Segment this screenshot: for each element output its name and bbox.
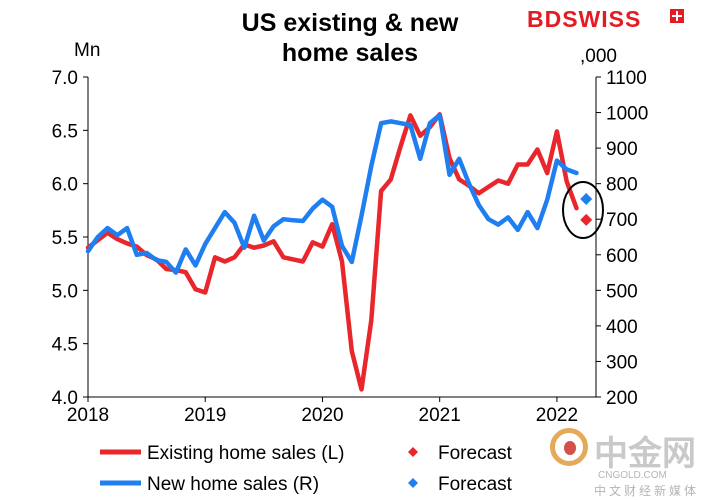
forecast-highlight-circle xyxy=(562,181,604,239)
x-axis-tick-label: 2020 xyxy=(301,405,343,426)
legend-existing-forecast-marker xyxy=(408,447,418,457)
legend-new-forecast-label: Forecast xyxy=(438,474,513,495)
right-axis-tick-label: 400 xyxy=(606,317,638,338)
watermark-subtitle: 中文财经新媒体 xyxy=(594,484,700,498)
x-axis-tick-label: 2021 xyxy=(419,405,461,426)
chart-forecast-marks xyxy=(580,192,593,226)
cngold-logo-icon xyxy=(550,428,588,466)
x-axis-tick-label: 2018 xyxy=(67,405,109,426)
chart-axes: 4.0 4.5 5.0 5.5 6.0 6.5 7.0 200 300 400 500 600 700 8… xyxy=(52,68,649,426)
left-axis-tick-label: 5.5 xyxy=(52,228,78,249)
right-axis-unit: ,000 xyxy=(580,46,617,67)
left-axis-unit: Mn xyxy=(74,40,101,61)
legend-existing-label: Existing home sales (L) xyxy=(147,443,344,464)
x-axis-tick-label: 2022 xyxy=(536,405,578,426)
new-forecast-marker xyxy=(580,192,593,205)
right-axis-tick-label: 900 xyxy=(606,139,638,160)
cngold-watermark: 中金网 CNGOLD.COM 中文财经新媒体 xyxy=(550,428,700,498)
chart-title-line-2: home sales xyxy=(281,39,419,67)
legend-existing-forecast-label: Forecast xyxy=(438,443,513,464)
left-axis-tick-label: 7.0 xyxy=(52,68,78,89)
existing-forecast-marker xyxy=(580,213,593,226)
left-axis-tick-label: 6.0 xyxy=(52,175,78,196)
legend-new-label: New home sales (R) xyxy=(147,474,319,495)
brand-logo: BDSWISS xyxy=(527,6,642,32)
right-axis-tick-label: 700 xyxy=(606,210,638,231)
right-axis-tick-label: 300 xyxy=(606,352,638,373)
right-axis-tick-label: 1000 xyxy=(606,104,648,125)
chart-legend: Existing home sales (L) Forecast New home … xyxy=(100,443,513,495)
watermark-url: CNGOLD.COM xyxy=(598,470,667,481)
left-axis-tick-label: 4.0 xyxy=(52,388,78,409)
left-axis-tick-label: 4.5 xyxy=(52,335,78,356)
existing-home-sales-line xyxy=(85,112,579,392)
right-axis-tick-label: 200 xyxy=(606,388,638,409)
right-axis-tick-label: 1100 xyxy=(606,68,647,89)
chart-series xyxy=(85,112,579,392)
legend-new-forecast-marker xyxy=(408,478,418,488)
right-axis-tick-label: 800 xyxy=(606,175,638,196)
left-axis-tick-label: 5.0 xyxy=(52,281,78,302)
swiss-cross-icon xyxy=(670,9,684,23)
x-axis-tick-label: 2019 xyxy=(184,405,226,426)
new-home-sales-line xyxy=(85,112,579,275)
left-axis-tick-label: 6.5 xyxy=(52,121,78,142)
watermark-name: 中金网 xyxy=(594,434,696,474)
right-axis-tick-label: 500 xyxy=(606,281,638,302)
chart-title-line-1: US existing & new xyxy=(241,9,459,37)
right-axis-tick-label: 600 xyxy=(606,246,638,267)
